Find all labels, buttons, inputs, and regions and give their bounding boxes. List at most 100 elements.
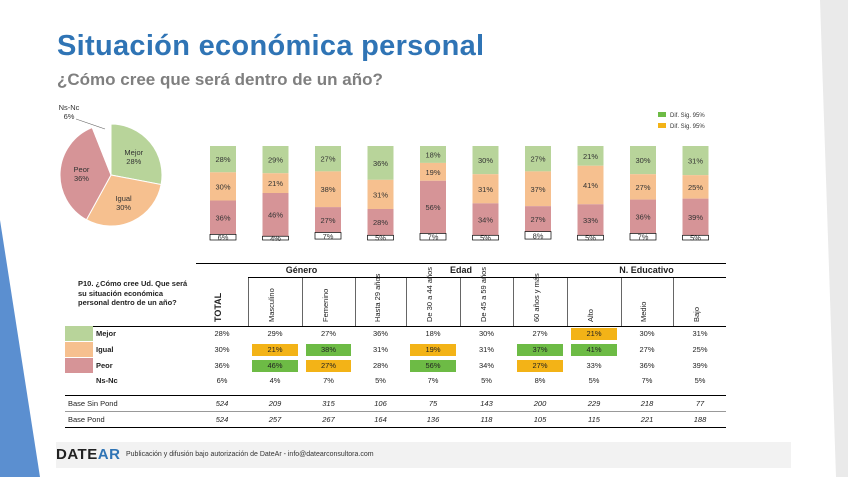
- base-cell: 524: [215, 399, 229, 408]
- row-swatch-mejor: [65, 326, 93, 341]
- table-cell: 19%: [410, 344, 456, 356]
- table-cell: 27%: [517, 360, 563, 372]
- table-col-divider: [621, 278, 622, 326]
- base-cell: 200: [533, 399, 547, 408]
- table-column-header: De 30 a 44 años: [425, 266, 434, 322]
- table-cell: 5%: [481, 376, 492, 385]
- footer: DATEAR Publicación y difusión bajo autor…: [56, 442, 791, 468]
- table-cell: 30%: [214, 345, 230, 354]
- table-cell: 31%: [372, 345, 388, 354]
- base-cell: 267: [322, 415, 335, 424]
- table-column-header: Femenino: [320, 288, 330, 322]
- table-cell: 31%: [692, 329, 708, 338]
- pie-value-label: 6%: [64, 112, 75, 121]
- bar-segment-nsnc: [472, 234, 499, 241]
- bar-segment-mejor: [210, 146, 236, 173]
- bar-value-label: 36%: [373, 159, 388, 168]
- base-cell: 164: [374, 415, 387, 424]
- bar-segment-nsnc: [629, 233, 657, 241]
- base-cell: 77: [695, 399, 705, 408]
- table-col-divider: [406, 278, 407, 326]
- base-cell: 257: [268, 415, 282, 424]
- table-col-divider: [673, 278, 674, 326]
- table-group-label: N. Educativo: [619, 265, 674, 275]
- pie-label: Igual: [115, 194, 132, 203]
- bar-value-label: 5%: [375, 234, 386, 243]
- table-cell: 41%: [571, 344, 617, 356]
- bar-value-label: 31%: [688, 157, 703, 166]
- bar-value-label: 5%: [690, 234, 701, 243]
- table-cell: 37%: [517, 344, 563, 356]
- table-cell: 29%: [267, 329, 283, 338]
- bar-value-label: 27%: [635, 183, 650, 192]
- slide-subtitle: ¿Cómo cree que será dentro de un año?: [57, 70, 383, 89]
- table-row-label: Mejor: [96, 329, 117, 338]
- bar-segment-igual: [367, 179, 394, 209]
- base-cell: 136: [426, 415, 440, 424]
- base-cell: 218: [640, 399, 654, 408]
- table-col-divider: [460, 278, 461, 326]
- table-group-label: Edad: [449, 265, 472, 275]
- bar-segment-peor: [682, 198, 709, 236]
- pie-value-label: 36%: [74, 174, 89, 183]
- pie-slice-igual: [85, 174, 162, 227]
- table-cell: 34%: [478, 361, 494, 370]
- pie-slice-peor: [59, 126, 112, 221]
- pie-label: Ns-Nc: [59, 104, 80, 112]
- table-column-header: Hasta 29 años: [372, 273, 382, 322]
- bar-value-label: 7%: [323, 232, 334, 241]
- bar-segment-peor: [262, 193, 289, 237]
- bar-value-label: 41%: [583, 181, 598, 190]
- bar-value-label: 19%: [425, 168, 440, 177]
- table-column-header: 60 años y más: [532, 273, 541, 322]
- base-cell: 221: [640, 415, 654, 424]
- bar-value-label: 56%: [425, 203, 440, 212]
- table-column-header: TOTAL: [213, 292, 223, 322]
- bar-segment-nsnc: [682, 234, 709, 241]
- table-row-label: Peor: [96, 361, 113, 370]
- table-cell: 27%: [532, 329, 548, 338]
- bar-segment-peor: [472, 203, 499, 236]
- table-col-divider: [302, 278, 303, 326]
- bar-segment-nsnc: [209, 234, 237, 241]
- base-row-label: Base Sin Pond: [68, 399, 118, 408]
- table-cell: 28%: [372, 361, 388, 370]
- bar-segment-peor: [210, 200, 236, 235]
- bar-value-label: 5%: [585, 234, 596, 243]
- table-cell: 5%: [375, 376, 386, 385]
- pie-label: Mejor: [124, 148, 143, 157]
- base-cell: 188: [693, 415, 707, 424]
- bar-segment-peor: [577, 204, 604, 236]
- base-cell: 115: [588, 415, 600, 424]
- table-cell: 28%: [214, 329, 230, 338]
- table-cell: 27%: [639, 345, 655, 354]
- bar-value-label: 7%: [428, 233, 439, 242]
- table-cell: 7%: [323, 376, 334, 385]
- table-cell: 36%: [372, 329, 388, 338]
- bar-segment-igual: [315, 171, 341, 208]
- bar-segment-igual: [577, 165, 604, 205]
- table-cell: 5%: [588, 376, 600, 385]
- table-col-divider: [355, 278, 356, 326]
- table-column-header: Masculino: [267, 288, 276, 322]
- row-swatch-peor: [65, 358, 93, 373]
- base-cell: 209: [268, 399, 282, 408]
- bar-segment-mejor: [315, 146, 341, 172]
- bar-value-label: 30%: [478, 156, 493, 165]
- bar-segment-igual: [682, 175, 709, 199]
- table-column-header: Bajo: [692, 306, 701, 322]
- bar-segment-igual: [630, 174, 656, 200]
- table-column-header: De 45 a 59 años: [478, 266, 488, 322]
- table-rule-header: [65, 326, 726, 327]
- bar-segment-igual: [420, 162, 446, 181]
- bar-segment-peor: [630, 199, 656, 234]
- bar-value-label: 31%: [478, 185, 493, 194]
- table-row-label: Ns-Nc: [96, 376, 118, 385]
- pie-slice-nsnc: [91, 123, 112, 176]
- bar-value-label: 28%: [215, 155, 230, 164]
- bar-segment-peor: [420, 180, 446, 234]
- table-cell: 46%: [252, 360, 298, 372]
- base-cell: 118: [480, 415, 493, 424]
- bar-value-label: 34%: [478, 215, 493, 224]
